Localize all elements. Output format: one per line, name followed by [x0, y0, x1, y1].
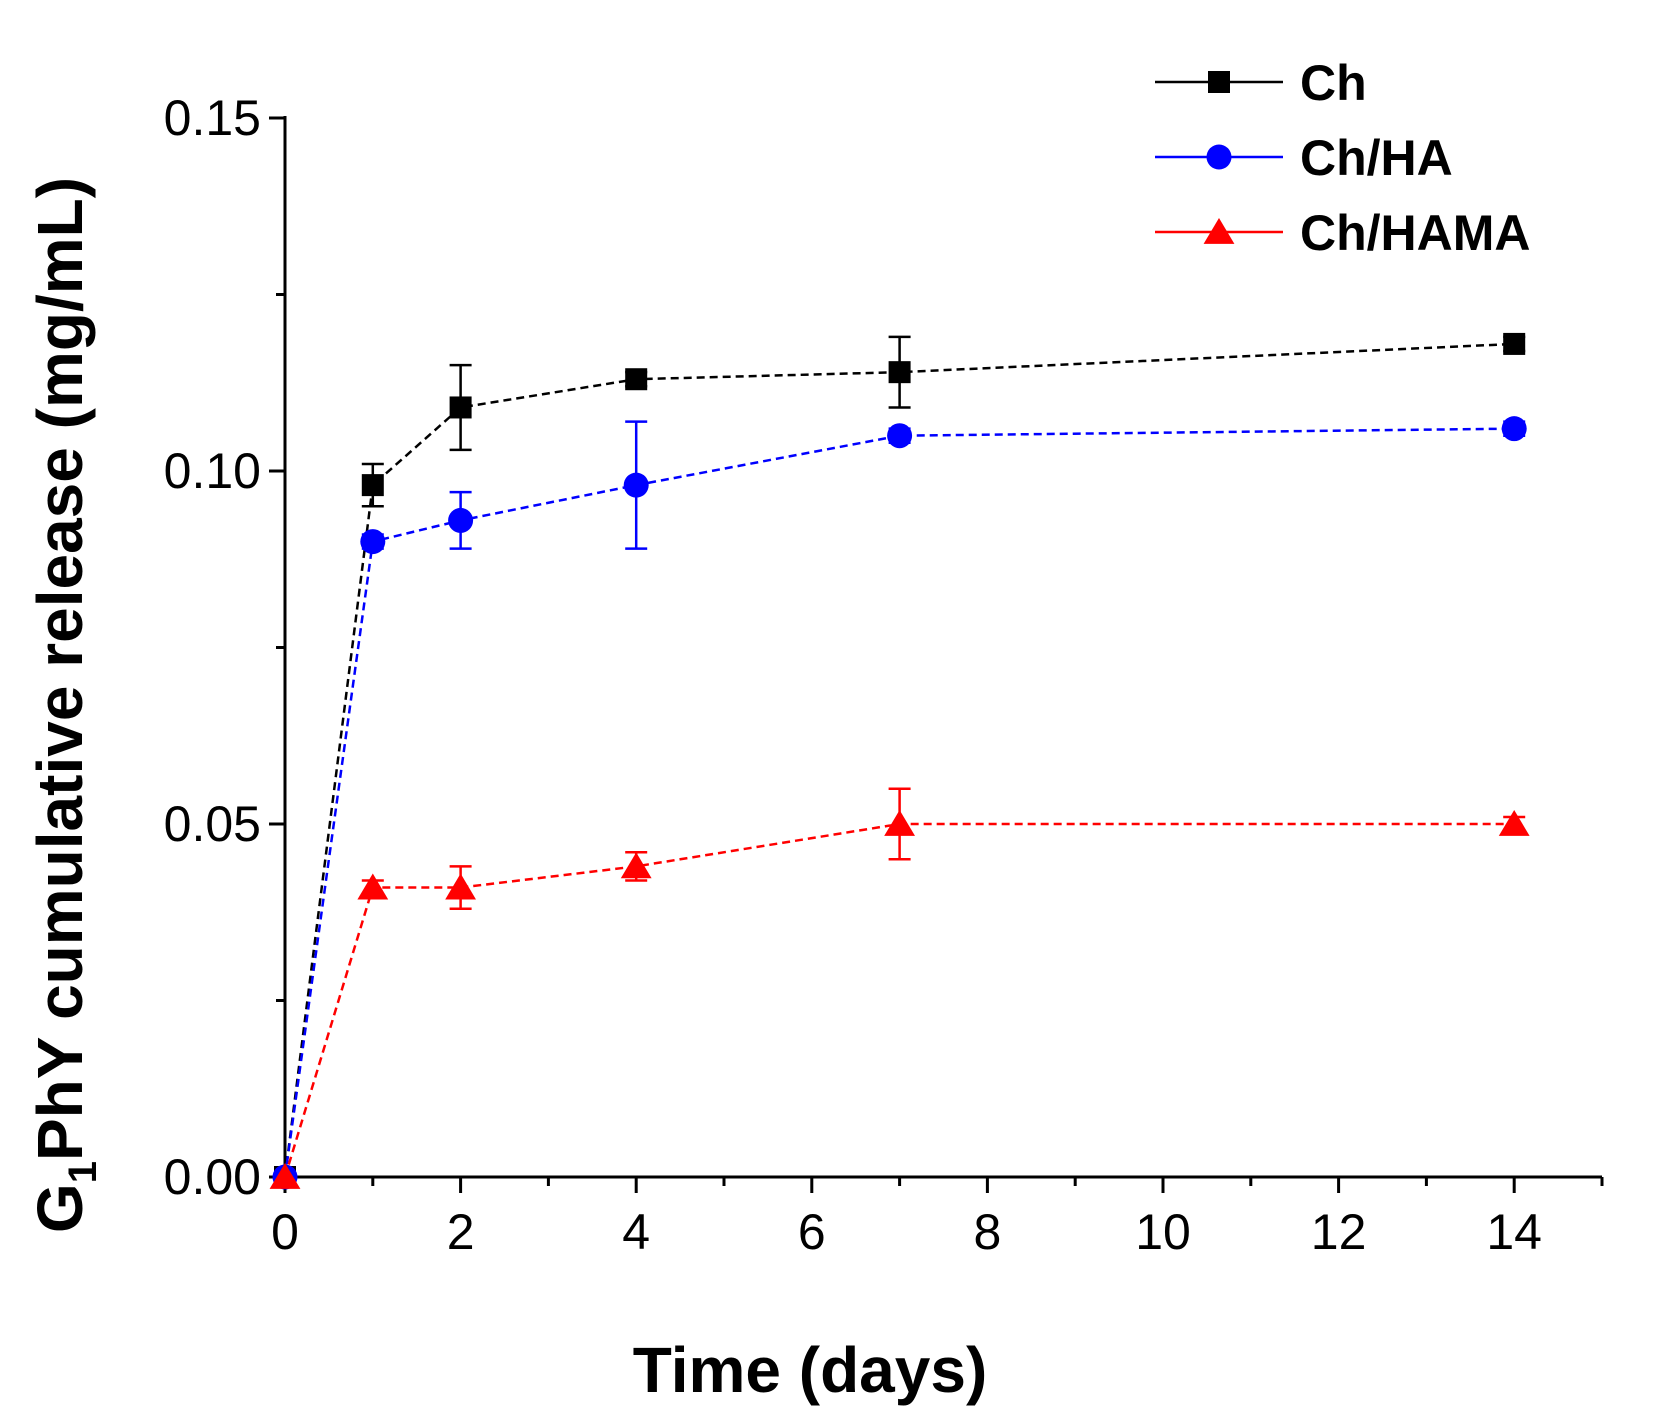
legend-marker [1203, 218, 1235, 244]
legend-marker [1206, 144, 1232, 170]
x-tick-label: 14 [1486, 1204, 1542, 1260]
x-axis-title: Time (days) [633, 1334, 988, 1406]
x-tick-label: 12 [1311, 1204, 1367, 1260]
legend: Ch Ch/HA Ch/HAMA [1155, 55, 1531, 261]
data-point [1501, 416, 1527, 442]
legend-label: Ch/HA [1300, 130, 1453, 186]
data-point [887, 423, 913, 449]
y-axis-title-main: G [24, 1183, 96, 1233]
y-axis-title-group: G1PhY cumulative release (mg/mL) [24, 177, 105, 1233]
tick-marks [269, 116, 1604, 1193]
series-ch [274, 332, 1526, 1188]
data-point [357, 873, 389, 900]
data-point [445, 873, 476, 900]
data-point [1498, 810, 1530, 836]
series-line [283, 427, 1515, 1178]
y-axis-title-subscript: 1 [61, 1161, 105, 1183]
y-tick-label: 0.15 [164, 90, 261, 146]
y-axis-title-rest: PhY cumulative release (mg/mL) [24, 177, 96, 1161]
data-point [884, 810, 915, 836]
x-tick-label: 4 [622, 1204, 650, 1260]
y-tick-label: 0.00 [164, 1149, 261, 1205]
x-tick-label: 0 [271, 1204, 299, 1260]
x-tick-label: 2 [447, 1204, 475, 1260]
y-tick-label: 0.10 [164, 443, 261, 499]
legend-item-ch-hama: Ch/HAMA [1155, 205, 1531, 261]
series-ch-ha [272, 416, 1527, 1190]
series-layer [269, 332, 1530, 1190]
x-tick-label: 6 [798, 1204, 826, 1260]
legend-marker [1208, 71, 1230, 93]
y-tick-label: 0.05 [164, 796, 261, 852]
series-line [283, 342, 1515, 1178]
legend-item-ch: Ch [1155, 55, 1367, 111]
x-tick-label: 8 [973, 1204, 1001, 1260]
data-point [888, 361, 911, 384]
data-point [620, 852, 652, 879]
data-point [361, 474, 384, 497]
data-point [269, 1163, 301, 1189]
legend-item-ch-ha: Ch/HA [1155, 130, 1453, 186]
data-point [360, 529, 386, 555]
x-tick-label: 10 [1135, 1204, 1191, 1260]
legend-label: Ch/HAMA [1300, 205, 1531, 261]
tick-labels: 0 2 4 6 8 10 12 14 0.00 0.05 0.10 0.15 [164, 90, 1542, 1260]
series-ch-hama [269, 787, 1530, 1189]
legend-label: Ch [1300, 55, 1367, 111]
axes [283, 116, 1602, 1179]
data-point [623, 472, 649, 498]
y-axis-title: G1PhY cumulative release (mg/mL) [24, 177, 105, 1233]
data-point [1503, 332, 1526, 355]
data-point [625, 368, 648, 391]
data-point [449, 396, 472, 419]
series-line [283, 822, 1515, 1178]
data-point [448, 507, 474, 533]
